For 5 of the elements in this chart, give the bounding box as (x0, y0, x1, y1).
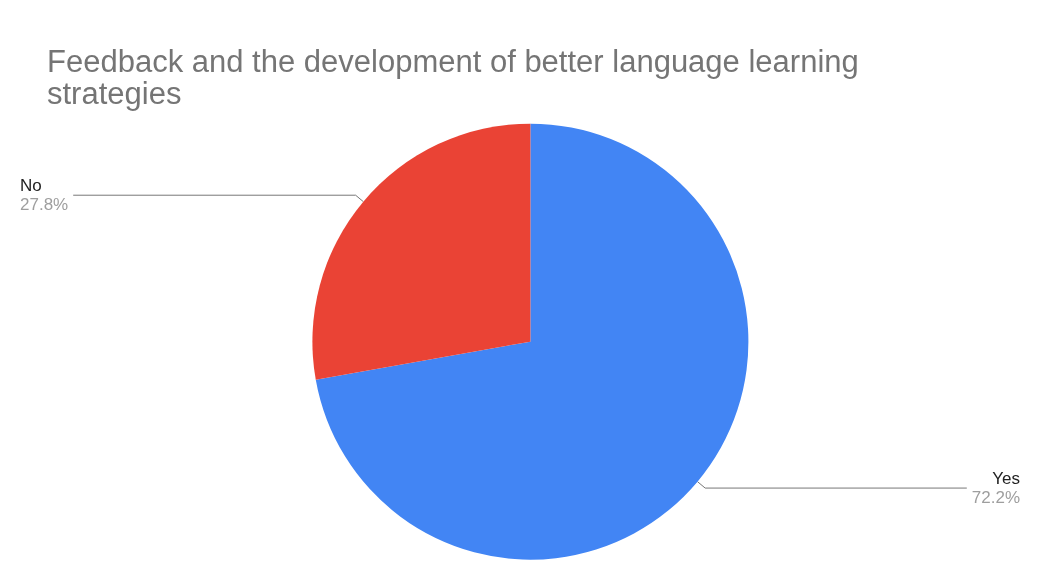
data-label: 27.8% (20, 195, 69, 215)
data-label: 72.2% (971, 488, 1020, 508)
slice-label: No (20, 176, 42, 196)
slice-label: Yes (992, 469, 1020, 489)
chart-title: Feedback and the development of better language learning strategies (47, 43, 868, 111)
